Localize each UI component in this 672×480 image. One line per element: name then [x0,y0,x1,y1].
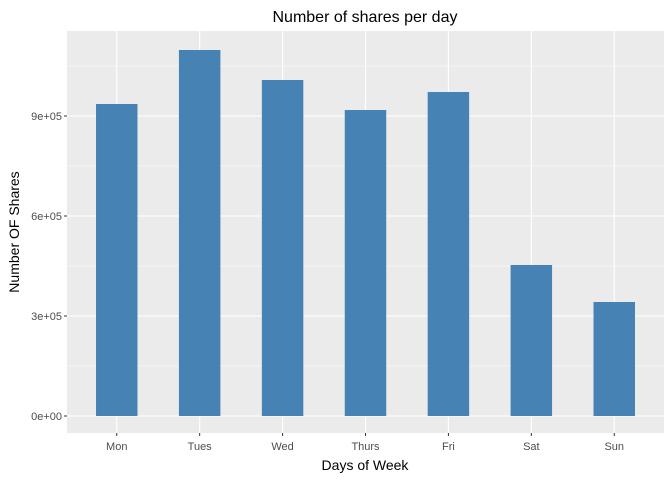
chart-title: Number of shares per day [273,9,458,26]
y-axis-label: Number OF Shares [6,171,22,292]
bar-wed [261,80,304,416]
y-tick-label: 6e+05 [31,211,62,223]
y-tick-label: 0e+00 [31,411,62,423]
x-tick-label: Wed [271,441,293,453]
y-tick-label: 3e+05 [31,311,62,323]
x-tick-label: Mon [106,441,127,453]
bar-sat [510,265,553,416]
x-tick-label: Tues [188,441,213,453]
y-axis: 0e+00 3e+05 6e+05 9e+05 [31,111,67,423]
x-tick-label: Fri [442,441,455,453]
bars [96,50,635,416]
bar-fri [427,92,470,416]
x-axis: Mon Tues Wed Thurs Fri Sat Sun [106,433,624,453]
y-tick-label: 9e+05 [31,111,62,123]
x-tick-label: Sun [604,441,624,453]
bar-sun [593,302,635,416]
x-axis-label: Days of Week [322,457,410,473]
x-tick-label: Thurs [351,441,380,453]
bar-thurs [344,110,387,416]
x-tick-label: Sat [523,441,540,453]
bar-mon [96,104,138,416]
bar-tues [178,50,221,416]
